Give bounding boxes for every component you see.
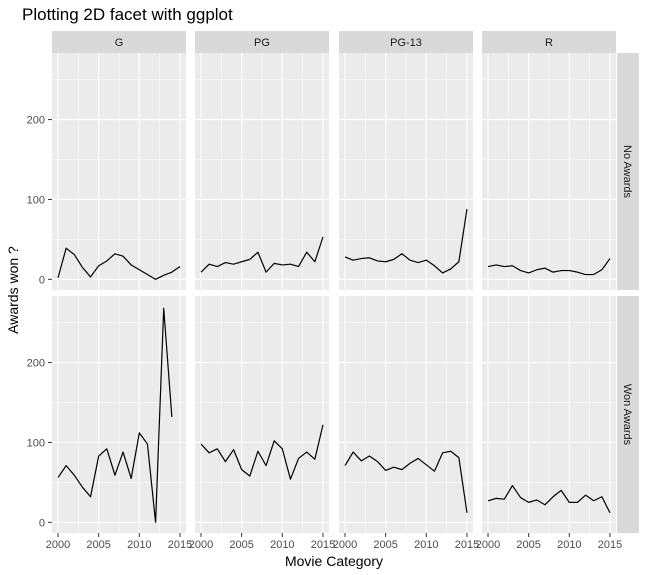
x-tick-label: 2000 [46,539,70,551]
x-tick-label: 2015 [455,539,479,551]
y-tick-label: 100 [27,194,45,206]
strip-label-r: R [545,37,553,49]
series-line-pg-13-won-awards [344,450,468,513]
strip-label-won-awards: Won Awards [621,384,633,446]
series-line-g-won-awards [57,307,173,523]
chart-title: Plotting 2D facet with ggplot [22,5,233,24]
y-tick-label: 0 [39,517,45,529]
series-line-pg-13-no-awards [344,208,468,274]
y-tick-label: 0 [39,274,45,286]
x-tick-label: 2000 [476,539,500,551]
x-tick-label: 2010 [270,539,294,551]
strip-won-awards [617,296,639,533]
x-tick-label: 2010 [557,539,581,551]
strip-label-pg-13: PG-13 [390,37,422,49]
x-tick-label: 2000 [333,539,357,551]
y-tick-label: 200 [27,115,45,127]
x-tick-label: 2005 [516,539,540,551]
panel-g-no-awards [52,53,186,290]
series-line-r-won-awards [487,484,611,514]
x-tick-label: 2015 [168,539,192,551]
panel-pg-13-no-awards [339,53,473,290]
strip-r [482,31,616,53]
x-tick-label: 2010 [127,539,151,551]
panel-r-won-awards [482,296,616,533]
y-tick-label: 200 [27,358,45,370]
series-line-pg-won-awards [200,424,324,480]
panel-pg-no-awards [195,53,329,290]
x-tick-label: 2005 [229,539,253,551]
x-tick-label: 2010 [414,539,438,551]
x-axis-title: Movie Category [285,553,383,569]
strip-label-pg: PG [254,37,270,49]
panel-pg-won-awards [195,296,329,533]
strip-pg-13 [339,31,473,53]
y-tick-label: 100 [27,437,45,449]
strip-pg [195,31,329,53]
strip-no-awards [617,53,639,290]
strip-label-no-awards: No Awards [621,145,633,198]
strip-g [52,31,186,53]
series-line-pg-no-awards [200,236,324,273]
strip-label-g: G [115,37,124,49]
series-line-g-no-awards [57,247,181,280]
panel-pg-13-won-awards [339,296,473,533]
y-axis: 0 100 200 0 100 200 [27,115,52,529]
facet-panels: G PG PG-13 R No Awards Won Awards [52,31,639,533]
panel-r-no-awards [482,53,616,290]
series-line-r-no-awards [487,258,611,276]
x-tick-label: 2005 [373,539,397,551]
x-tick-label: 2005 [86,539,110,551]
y-axis-title: Awards won ? [5,246,21,334]
panel-g-won-awards [52,296,186,533]
x-tick-label: 2000 [189,539,213,551]
x-tick-label: 2015 [311,539,335,551]
x-tick-label: 2015 [598,539,622,551]
